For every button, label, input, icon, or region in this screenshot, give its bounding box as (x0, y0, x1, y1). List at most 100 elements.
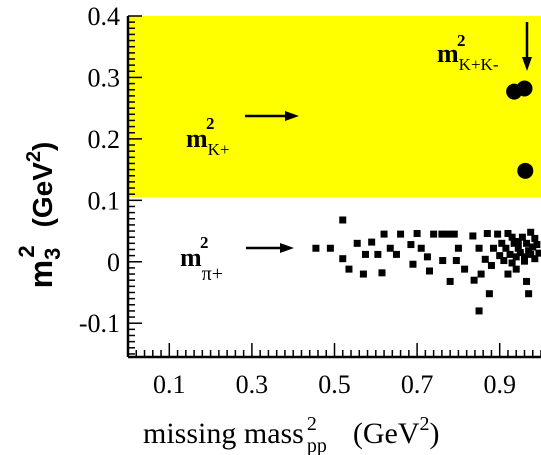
data-point-square (392, 250, 400, 258)
data-point-square (475, 307, 483, 315)
data-point-square (477, 270, 485, 278)
data-point-square (504, 230, 512, 238)
data-point-square (494, 230, 502, 238)
data-point-square (506, 250, 514, 258)
data-point-square (500, 257, 508, 265)
annotation-kk-sup: 2 (457, 31, 466, 50)
data-point-square (374, 250, 382, 258)
svg-text:m32(GeV2): m32(GeV2) (14, 142, 65, 289)
x-tick-label: 0.1 (153, 370, 186, 399)
data-point-square (345, 265, 353, 273)
data-point-square (496, 252, 504, 260)
data-point-square (508, 259, 516, 267)
data-point-square (520, 257, 528, 265)
data-point-square (533, 241, 541, 249)
data-point-square (516, 249, 524, 257)
x-axis-title-unit-close: ) (430, 417, 440, 450)
annotation-kplus-sup: 2 (206, 114, 215, 133)
data-point-square (353, 239, 361, 247)
data-point-square (361, 250, 369, 258)
data-point-square (368, 238, 376, 246)
data-point-square (514, 244, 522, 252)
data-point-square (490, 244, 498, 252)
highlight-band (128, 16, 541, 198)
data-point-square (425, 267, 433, 275)
data-point-square (512, 265, 520, 273)
data-point-square (520, 253, 528, 261)
data-point-square (339, 255, 347, 263)
data-point-square (525, 247, 533, 255)
data-point-square (483, 230, 491, 238)
annotation-piplus-base: m (180, 243, 202, 272)
y-tick-label: 0.3 (88, 63, 121, 92)
data-point-square (531, 234, 539, 242)
data-point-square (359, 270, 367, 278)
data-point-square (461, 265, 469, 273)
data-point-square (535, 249, 541, 257)
data-point-square (518, 233, 526, 241)
annotation-kplus-base: m (186, 124, 208, 153)
x-tick-label: 0.7 (401, 370, 434, 399)
annotation-piplus: mπ+ 2 (180, 233, 223, 285)
x-axis-title-main: missing mass (143, 417, 304, 450)
data-point-square (531, 255, 539, 263)
data-point-square (378, 269, 386, 277)
data-point-square (386, 244, 394, 252)
annotation-kplus-arrow (245, 111, 299, 121)
y-tick-label: 0.2 (88, 125, 121, 154)
y-axis-title-m: m (23, 260, 59, 288)
data-point-square (504, 270, 512, 278)
data-point-square (527, 228, 535, 236)
x-axis-title-sup: 2 (307, 413, 317, 435)
data-point-circle (516, 80, 533, 97)
data-point-square (438, 230, 446, 238)
annotation-kplus: mK+ 2 (186, 114, 230, 159)
x-tick-label: 0.5 (318, 370, 351, 399)
x-axis-title: missing mass 2 pp (GeV2) (143, 413, 440, 455)
x-axis-title-unit-open: (GeV (353, 417, 420, 450)
data-point-square (514, 237, 522, 245)
data-point-square (423, 253, 431, 261)
annotation-kk-base: m (437, 39, 459, 68)
data-point-square (512, 253, 520, 261)
annotation-piplus-arrow (246, 243, 294, 253)
y-tick-label: -0.1 (79, 309, 120, 338)
data-point-square (508, 233, 516, 241)
y-axis-title: m32(GeV2) (14, 142, 65, 289)
data-point-square (498, 239, 506, 247)
y-tick-label: 0.4 (88, 2, 121, 31)
annotation-piplus-sub: π+ (202, 263, 223, 285)
data-point-square (409, 260, 417, 268)
data-point-square (439, 257, 447, 265)
y-axis-title-unit-sup: 2 (23, 151, 45, 162)
data-point-square (502, 244, 510, 252)
data-point-square (454, 244, 462, 252)
y-axis-title-unit-close: ) (27, 142, 58, 151)
data-point-square (430, 230, 438, 238)
data-point-square (527, 250, 535, 258)
x-tick-label: 0.9 (483, 370, 516, 399)
data-point-square (523, 277, 531, 285)
y-axis-title-sub: 3 (40, 248, 65, 260)
data-point-square (312, 244, 320, 252)
annotation-kk: mK+K- 2 (437, 31, 499, 74)
data-point-square (444, 230, 452, 238)
data-point-circle (517, 162, 534, 179)
x-tick-label: 0.3 (236, 370, 269, 399)
data-point-square (487, 261, 495, 269)
data-point-square (397, 230, 405, 238)
y-tick-label: 0 (107, 248, 120, 277)
data-point-square (485, 290, 493, 298)
data-point-square (452, 257, 460, 265)
data-point-square (339, 216, 347, 224)
data-point-square (417, 244, 425, 252)
data-point-square (510, 239, 518, 247)
data-point-square (326, 244, 334, 252)
data-point-square (469, 232, 477, 240)
data-point-square (529, 243, 537, 251)
data-point-square (481, 255, 489, 263)
annotation-kk-sub: K+K- (459, 55, 499, 74)
data-point-square (446, 277, 454, 285)
y-tick-label: 0.1 (88, 186, 121, 215)
